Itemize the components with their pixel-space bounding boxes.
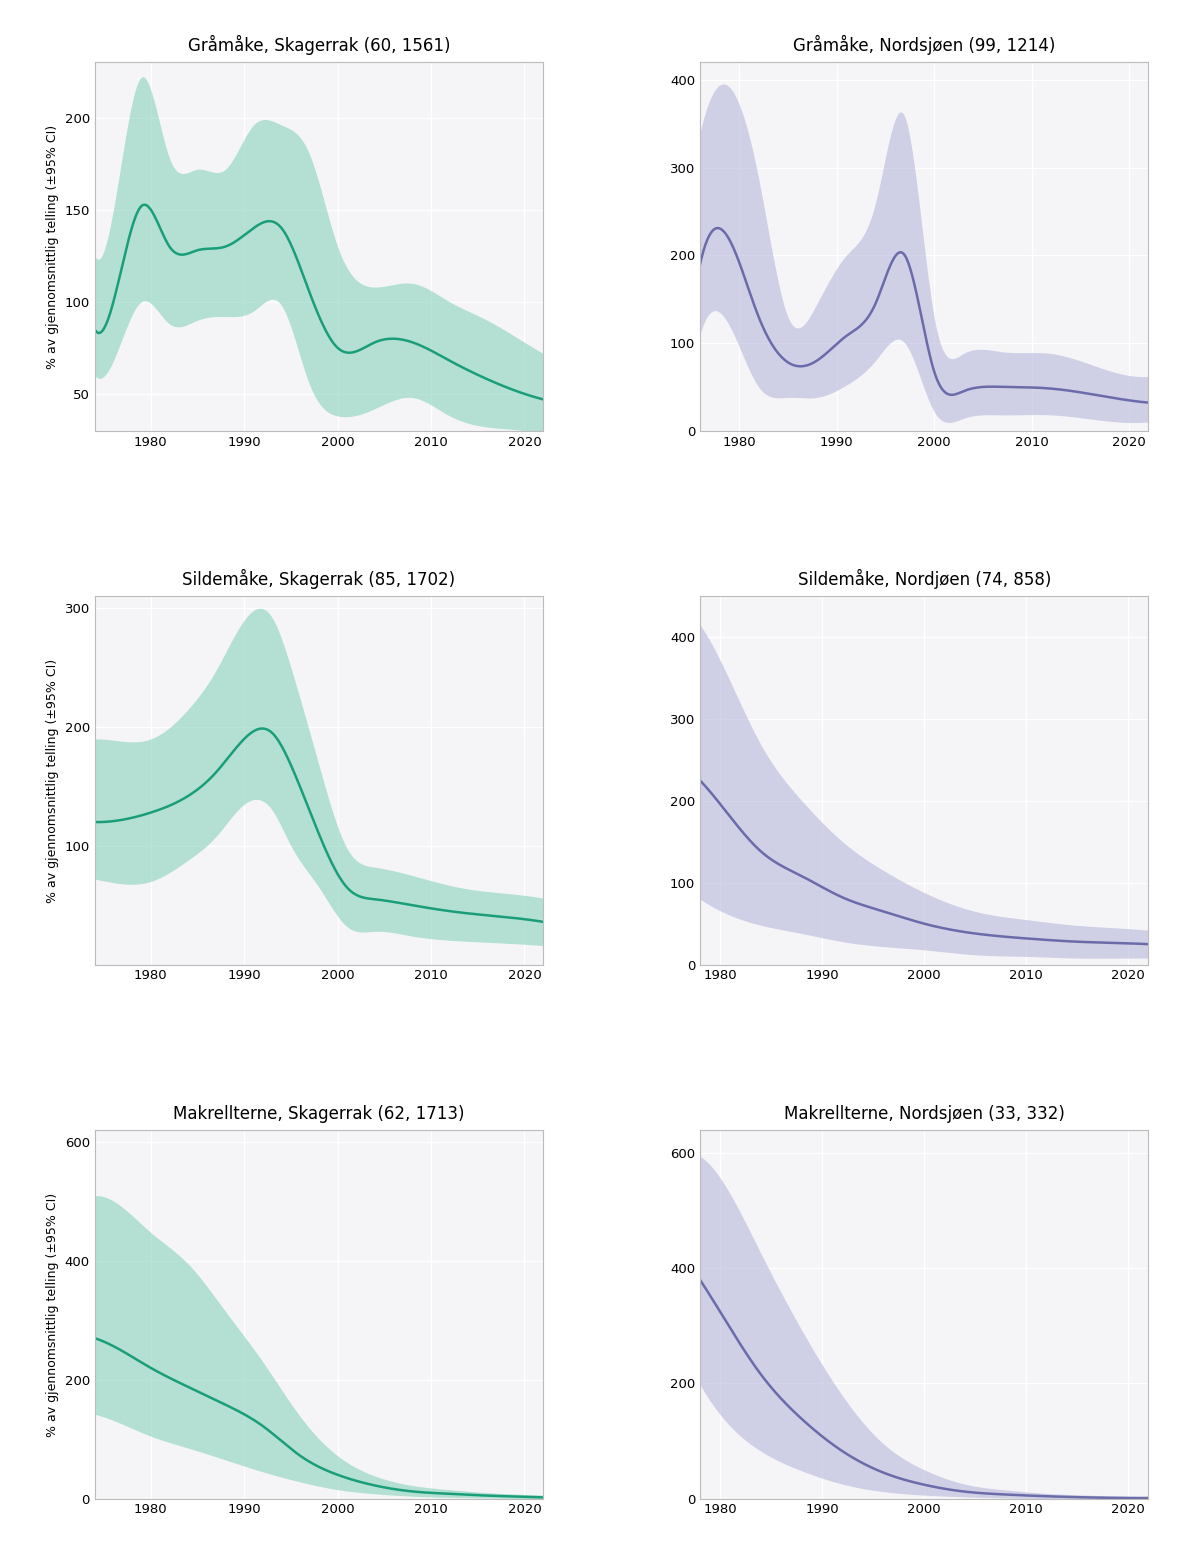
Y-axis label: % av gjennomsnittlig telling (±95% CI): % av gjennomsnittlig telling (±95% CI): [46, 125, 59, 368]
Title: Sildemåke, Skagerrak (85, 1702): Sildemåke, Skagerrak (85, 1702): [182, 570, 456, 588]
Title: Makrellterne, Skagerrak (62, 1713): Makrellterne, Skagerrak (62, 1713): [173, 1105, 464, 1124]
Y-axis label: % av gjennomsnittlig telling (±95% CI): % av gjennomsnittlig telling (±95% CI): [46, 659, 59, 902]
Title: Makrellterne, Nordsjøen (33, 332): Makrellterne, Nordsjøen (33, 332): [784, 1105, 1064, 1124]
Title: Gråmåke, Nordsjøen (99, 1214): Gråmåke, Nordsjøen (99, 1214): [793, 36, 1055, 55]
Title: Sildemåke, Nordjøen (74, 858): Sildemåke, Nordjøen (74, 858): [798, 570, 1051, 588]
Title: Gråmåke, Skagerrak (60, 1561): Gråmåke, Skagerrak (60, 1561): [188, 36, 450, 55]
Y-axis label: % av gjennomsnittlig telling (±95% CI): % av gjennomsnittlig telling (±95% CI): [46, 1193, 59, 1436]
